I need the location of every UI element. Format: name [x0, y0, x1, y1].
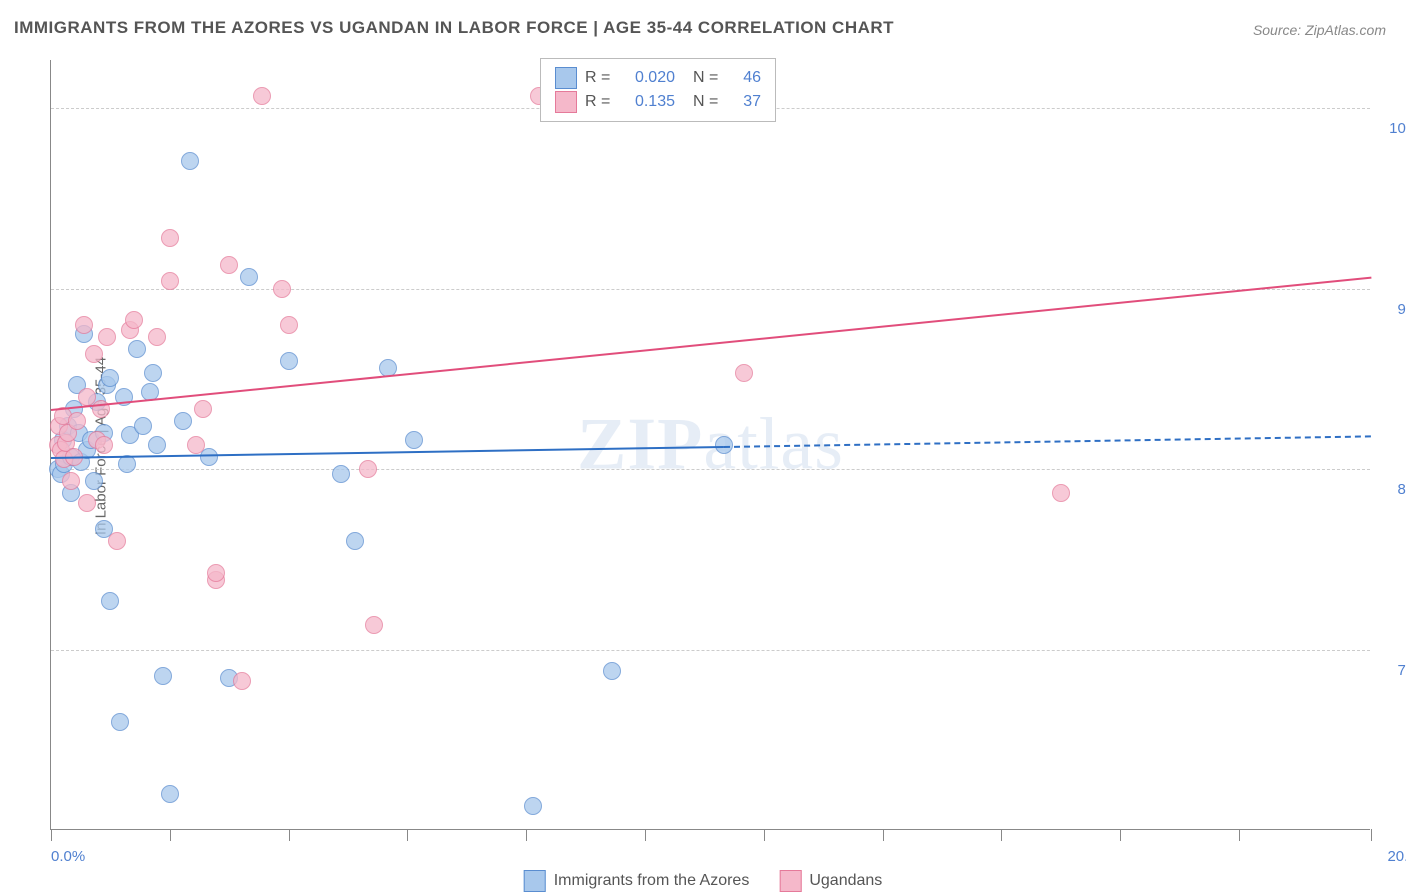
legend-row: R = 0.135 N = 37 [555, 91, 761, 113]
legend-series-name: Ugandans [809, 872, 882, 890]
data-point [1052, 484, 1070, 502]
correlation-legend: R = 0.020 N = 46 R = 0.135 N = 37 [540, 58, 776, 122]
data-point [181, 152, 199, 170]
chart-title: IMMIGRANTS FROM THE AZORES VS UGANDAN IN… [14, 18, 894, 38]
trend-line [51, 277, 1371, 411]
gridline [51, 650, 1370, 651]
data-point [161, 229, 179, 247]
source-label: Source: ZipAtlas.com [1253, 22, 1386, 38]
legend-series-name: Immigrants from the Azores [554, 872, 750, 890]
data-point [365, 616, 383, 634]
data-point [603, 662, 621, 680]
x-tick-mark [407, 829, 408, 841]
y-tick-label: 92.5% [1380, 301, 1406, 318]
data-point [101, 592, 119, 610]
data-point [154, 667, 172, 685]
data-point [111, 713, 129, 731]
data-point [101, 369, 119, 387]
x-tick-mark [1120, 829, 1121, 841]
legend-item: Immigrants from the Azores [524, 870, 750, 892]
y-tick-label: 100.0% [1380, 120, 1406, 137]
data-point [85, 345, 103, 363]
x-tick-label-left: 0.0% [51, 848, 85, 865]
data-point [220, 256, 238, 274]
watermark-bold: ZIP [577, 403, 703, 485]
data-point [68, 412, 86, 430]
legend-r-label: R = [585, 93, 617, 111]
legend-swatch [779, 870, 801, 892]
x-tick-mark [289, 829, 290, 841]
data-point [98, 328, 116, 346]
legend-n-label: N = [693, 69, 725, 87]
data-point [78, 494, 96, 512]
series-legend: Immigrants from the Azores Ugandans [524, 870, 883, 892]
trend-line [724, 435, 1371, 448]
data-point [273, 280, 291, 298]
gridline [51, 469, 1370, 470]
data-point [118, 455, 136, 473]
data-point [161, 272, 179, 290]
data-point [75, 316, 93, 334]
data-point [148, 436, 166, 454]
legend-r-value: 0.135 [625, 93, 675, 111]
data-point [194, 400, 212, 418]
data-point [280, 352, 298, 370]
data-point [253, 87, 271, 105]
legend-r-value: 0.020 [625, 69, 675, 87]
data-point [95, 436, 113, 454]
y-tick-label: 77.5% [1380, 662, 1406, 679]
data-point [405, 431, 423, 449]
data-point [125, 311, 143, 329]
data-point [148, 328, 166, 346]
legend-n-label: N = [693, 93, 725, 111]
data-point [62, 472, 80, 490]
data-point [240, 268, 258, 286]
data-point [134, 417, 152, 435]
gridline [51, 289, 1370, 290]
legend-r-label: R = [585, 69, 617, 87]
x-tick-mark [170, 829, 171, 841]
data-point [108, 532, 126, 550]
data-point [332, 465, 350, 483]
legend-n-value: 46 [733, 69, 761, 87]
data-point [128, 340, 146, 358]
plot-area: ZIPatlas 100.0%92.5%85.0%77.5%0.0%20.0% [50, 60, 1370, 830]
legend-swatch [555, 67, 577, 89]
x-tick-mark [883, 829, 884, 841]
legend-row: R = 0.020 N = 46 [555, 67, 761, 89]
x-tick-mark [1371, 829, 1372, 841]
data-point [735, 364, 753, 382]
x-tick-label-right: 20.0% [1370, 848, 1406, 865]
x-tick-mark [1001, 829, 1002, 841]
x-tick-mark [1239, 829, 1240, 841]
data-point [524, 797, 542, 815]
legend-n-value: 37 [733, 93, 761, 111]
y-tick-label: 85.0% [1380, 481, 1406, 498]
data-point [233, 672, 251, 690]
data-point [207, 564, 225, 582]
data-point [346, 532, 364, 550]
x-tick-mark [51, 829, 52, 841]
data-point [359, 460, 377, 478]
x-tick-mark [764, 829, 765, 841]
data-point [85, 472, 103, 490]
legend-swatch [555, 91, 577, 113]
data-point [161, 785, 179, 803]
data-point [144, 364, 162, 382]
x-tick-mark [526, 829, 527, 841]
x-tick-mark [645, 829, 646, 841]
data-point [174, 412, 192, 430]
data-point [187, 436, 205, 454]
data-point [280, 316, 298, 334]
legend-item: Ugandans [779, 870, 882, 892]
legend-swatch [524, 870, 546, 892]
